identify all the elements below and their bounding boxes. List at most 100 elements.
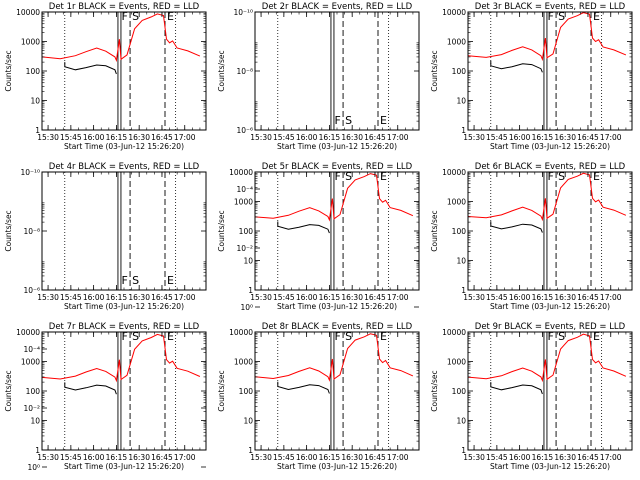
marker-label-f: F	[121, 330, 127, 343]
panel-title: Det 7r BLACK = Events, RED = LLD	[49, 322, 200, 332]
y-tick-label: 10	[243, 417, 253, 426]
x-tick-label: 17:00	[174, 293, 196, 302]
y-tick-label: 1	[461, 126, 466, 135]
x-tick-label: 16:45	[151, 453, 173, 462]
y-tick-label: 10000	[442, 168, 466, 177]
x-tick-label: 15:30	[463, 133, 485, 142]
series-events-line	[64, 382, 117, 395]
y-tick-label: 10⁻⁶	[23, 286, 40, 295]
panel-title: Det 4r BLACK = Events, RED = LLD	[49, 162, 200, 172]
y-tick-label: 10⁻²	[236, 244, 253, 253]
x-tick-label: 16:30	[128, 133, 150, 142]
x-tick-label: 16:30	[341, 133, 363, 142]
x-tick-label: 16:15	[319, 133, 341, 142]
marker-label-s: S	[132, 10, 139, 23]
y-tick-label: 10000	[442, 328, 466, 337]
x-tick-label: 16:15	[532, 133, 554, 142]
y-tick-label: 1	[35, 126, 40, 135]
series-events-line	[490, 60, 543, 73]
x-tick-label: 16:00	[296, 293, 318, 302]
x-tick-label: 16:15	[106, 293, 128, 302]
y-tick-label: 10	[456, 417, 466, 426]
x-tick-label: 16:30	[554, 133, 576, 142]
panel-title: Det 8r BLACK = Events, RED = LLD	[262, 322, 413, 332]
x-tick-label: 17:00	[600, 453, 622, 462]
x-tick-label: 15:30	[463, 293, 485, 302]
series-events-line	[277, 381, 330, 394]
marker-label-e: E	[380, 114, 387, 127]
y-tick-label: 1	[248, 286, 253, 295]
plot-frame	[254, 171, 420, 291]
marker-label-f: F	[121, 274, 127, 287]
x-tick-label: 16:30	[341, 293, 363, 302]
y-tick-label: 1000	[21, 358, 40, 367]
x-tick-label: 15:45	[60, 133, 82, 142]
x-axis-label: Start Time (03-Jun-12 15:26:20)	[277, 142, 397, 151]
y-tick-label: 10⁻⁴	[236, 185, 253, 194]
x-tick-label: 15:45	[273, 293, 295, 302]
plot-frame	[41, 11, 207, 131]
marker-label-e: E	[167, 330, 174, 343]
series-lld-line	[41, 333, 201, 383]
x-tick-label: 16:45	[364, 453, 386, 462]
x-tick-label: 16:00	[296, 133, 318, 142]
x-tick-label: 15:30	[463, 453, 485, 462]
y-tick-label: 1	[461, 446, 466, 455]
x-tick-label: 16:00	[296, 453, 318, 462]
y-tick-label: 10000	[16, 8, 40, 17]
y-axis-label: Counts/sec	[4, 210, 13, 251]
marker-label-f: F	[334, 114, 340, 127]
marker-label-e: E	[593, 170, 600, 183]
x-tick-label: 15:30	[250, 293, 272, 302]
marker-label-e: E	[593, 330, 600, 343]
plot-frame	[254, 331, 420, 451]
x-tick-label: 17:00	[600, 293, 622, 302]
series-events-line	[277, 221, 330, 234]
marker-label-f: F	[547, 10, 553, 23]
x-tick-label: 16:45	[364, 293, 386, 302]
y-tick-label: 1000	[447, 38, 466, 47]
x-tick-label: 16:30	[554, 293, 576, 302]
panel-title: Det 6r BLACK = Events, RED = LLD	[475, 162, 626, 172]
marker-label-s: S	[558, 330, 565, 343]
x-tick-label: 16:30	[128, 293, 150, 302]
plot-frame	[41, 331, 207, 451]
marker-label-s: S	[345, 330, 352, 343]
x-axis-label: Start Time (03-Jun-12 15:26:20)	[490, 142, 610, 151]
x-tick-label: 15:45	[486, 133, 508, 142]
x-tick-label: 15:30	[250, 453, 272, 462]
y-tick-label: 10⁰	[27, 463, 40, 472]
y-tick-label: 10000	[16, 328, 40, 337]
y-tick-label: 10	[456, 97, 466, 106]
y-axis-label: Counts/sec	[4, 370, 13, 411]
x-tick-label: 17:00	[600, 133, 622, 142]
series-events-line	[490, 382, 543, 395]
x-axis-label: Start Time (03-Jun-12 15:26:20)	[490, 302, 610, 311]
x-tick-label: 16:00	[509, 453, 531, 462]
y-tick-label: 10	[243, 257, 253, 266]
x-axis-label: Start Time (03-Jun-12 15:26:20)	[277, 302, 397, 311]
y-tick-label: 1000	[234, 198, 253, 207]
panel-title: Det 9r BLACK = Events, RED = LLD	[475, 322, 626, 332]
x-tick-label: 15:30	[250, 133, 272, 142]
x-tick-label: 16:45	[151, 133, 173, 142]
marker-label-e: E	[167, 274, 174, 287]
plot-frame	[467, 171, 633, 291]
series-lld-line	[254, 173, 414, 222]
x-axis-label: Start Time (03-Jun-12 15:26:20)	[277, 462, 397, 471]
series-events-line	[490, 221, 543, 233]
y-tick-label: 100	[26, 67, 41, 76]
x-tick-label: 16:30	[128, 453, 150, 462]
y-tick-label: 100	[26, 387, 41, 396]
x-axis-label: Start Time (03-Jun-12 15:26:20)	[490, 462, 610, 471]
y-tick-label: 10000	[442, 8, 466, 17]
y-axis-label: Counts/sec	[217, 210, 226, 251]
marker-label-s: S	[345, 170, 352, 183]
series-lld-line	[254, 333, 414, 382]
y-tick-label: 100	[452, 387, 467, 396]
